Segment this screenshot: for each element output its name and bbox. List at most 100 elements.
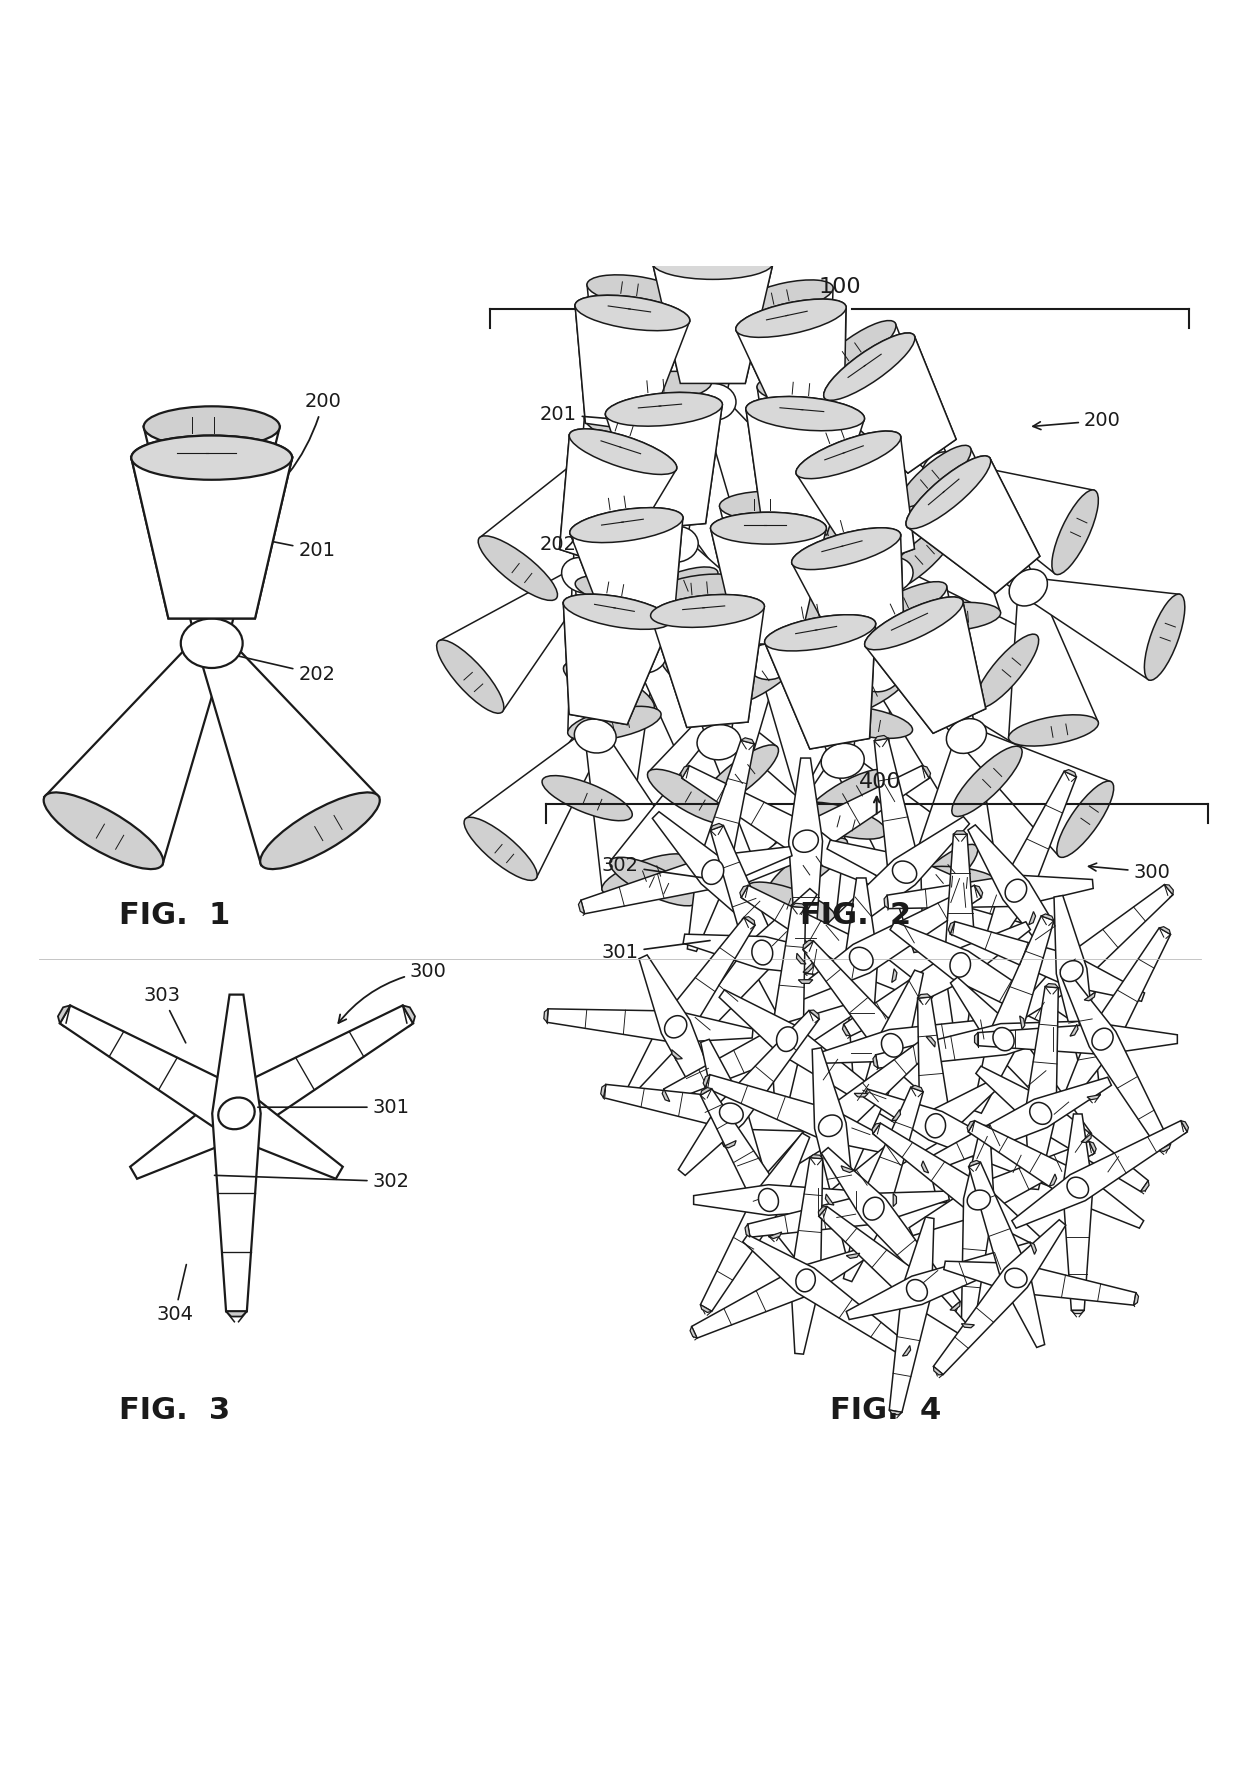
Polygon shape xyxy=(1089,1141,1096,1153)
Polygon shape xyxy=(701,1306,712,1313)
Ellipse shape xyxy=(925,1114,946,1137)
Polygon shape xyxy=(796,435,914,570)
Polygon shape xyxy=(975,884,982,897)
Polygon shape xyxy=(713,741,847,895)
Ellipse shape xyxy=(818,1114,842,1136)
Text: 200: 200 xyxy=(1033,410,1121,430)
Polygon shape xyxy=(1084,992,1095,1001)
Polygon shape xyxy=(844,877,878,1093)
Polygon shape xyxy=(570,517,683,642)
Ellipse shape xyxy=(975,633,1039,708)
Polygon shape xyxy=(544,1008,548,1022)
Ellipse shape xyxy=(906,1279,928,1300)
Polygon shape xyxy=(672,1049,682,1060)
Ellipse shape xyxy=(746,396,864,430)
Polygon shape xyxy=(570,517,683,642)
Polygon shape xyxy=(587,739,689,890)
Ellipse shape xyxy=(796,432,900,479)
Polygon shape xyxy=(45,644,222,865)
Ellipse shape xyxy=(613,371,712,402)
Polygon shape xyxy=(795,515,890,669)
Polygon shape xyxy=(212,994,260,1311)
Ellipse shape xyxy=(770,532,816,570)
Polygon shape xyxy=(479,444,619,598)
Polygon shape xyxy=(563,601,671,725)
Polygon shape xyxy=(827,840,1033,925)
Ellipse shape xyxy=(792,830,818,853)
Polygon shape xyxy=(745,1224,750,1237)
Polygon shape xyxy=(740,287,833,439)
Polygon shape xyxy=(660,550,800,711)
Polygon shape xyxy=(649,663,775,821)
Polygon shape xyxy=(735,306,846,435)
Polygon shape xyxy=(843,1088,924,1281)
Polygon shape xyxy=(130,1005,413,1178)
Polygon shape xyxy=(866,600,986,734)
Polygon shape xyxy=(604,1084,808,1130)
Polygon shape xyxy=(841,1166,854,1173)
Ellipse shape xyxy=(821,743,864,778)
Polygon shape xyxy=(605,403,723,529)
Polygon shape xyxy=(1061,973,1171,1150)
Text: FIG.  2: FIG. 2 xyxy=(800,900,910,930)
Polygon shape xyxy=(1012,1122,1187,1228)
Polygon shape xyxy=(575,497,671,649)
Polygon shape xyxy=(944,1261,1136,1306)
Polygon shape xyxy=(701,1132,810,1311)
Ellipse shape xyxy=(575,575,666,607)
Polygon shape xyxy=(934,1366,944,1375)
Ellipse shape xyxy=(653,525,698,563)
Polygon shape xyxy=(580,847,792,915)
Polygon shape xyxy=(863,1090,1055,1187)
Ellipse shape xyxy=(702,860,724,884)
Polygon shape xyxy=(403,1005,415,1024)
Text: 300: 300 xyxy=(1089,863,1171,881)
Polygon shape xyxy=(706,403,838,568)
Polygon shape xyxy=(743,1235,910,1357)
Polygon shape xyxy=(1019,1015,1024,1030)
Ellipse shape xyxy=(740,280,833,315)
Ellipse shape xyxy=(735,299,846,338)
Text: 202: 202 xyxy=(239,656,335,683)
Polygon shape xyxy=(1063,1114,1092,1311)
Polygon shape xyxy=(651,607,764,727)
Polygon shape xyxy=(804,962,813,973)
Polygon shape xyxy=(944,462,1095,575)
Polygon shape xyxy=(908,458,1040,594)
Polygon shape xyxy=(770,603,863,755)
Polygon shape xyxy=(877,670,1021,816)
Ellipse shape xyxy=(804,770,889,824)
Polygon shape xyxy=(740,884,748,897)
Polygon shape xyxy=(735,306,846,435)
Polygon shape xyxy=(872,1123,880,1134)
Polygon shape xyxy=(639,955,737,1146)
Polygon shape xyxy=(950,922,1145,1001)
Polygon shape xyxy=(797,817,970,964)
Ellipse shape xyxy=(820,706,913,738)
Ellipse shape xyxy=(858,656,901,692)
Ellipse shape xyxy=(759,1189,779,1212)
Polygon shape xyxy=(711,823,723,830)
Polygon shape xyxy=(692,1245,874,1337)
Polygon shape xyxy=(980,771,1076,962)
Polygon shape xyxy=(640,655,777,807)
Ellipse shape xyxy=(697,725,742,761)
Polygon shape xyxy=(683,934,894,982)
Ellipse shape xyxy=(569,428,677,474)
Ellipse shape xyxy=(575,488,671,520)
Ellipse shape xyxy=(570,508,683,543)
Polygon shape xyxy=(587,285,684,439)
Polygon shape xyxy=(568,580,661,734)
Polygon shape xyxy=(687,739,754,952)
Ellipse shape xyxy=(131,435,293,479)
Ellipse shape xyxy=(651,594,764,628)
Polygon shape xyxy=(961,1125,994,1325)
Polygon shape xyxy=(465,734,599,879)
Polygon shape xyxy=(890,922,1076,1037)
Polygon shape xyxy=(951,976,1091,1143)
Polygon shape xyxy=(978,1024,1177,1054)
Polygon shape xyxy=(711,826,794,1030)
Polygon shape xyxy=(711,529,826,644)
Polygon shape xyxy=(966,731,1111,856)
Polygon shape xyxy=(875,1021,1080,1068)
